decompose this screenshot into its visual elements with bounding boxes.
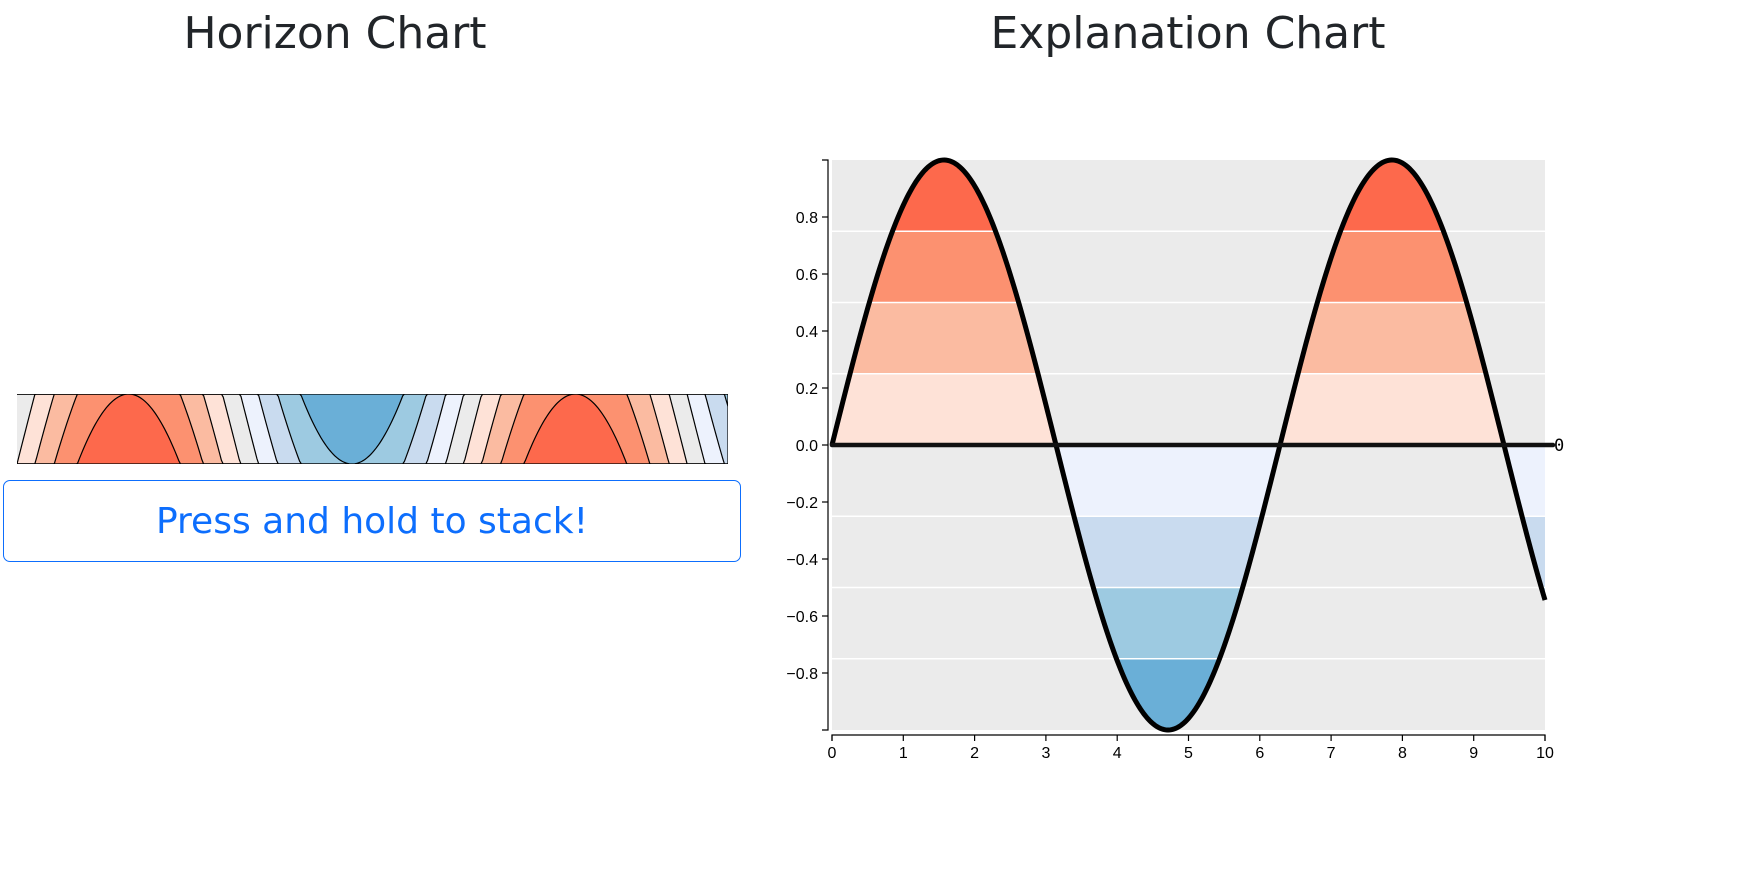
x-tick: 3 <box>1041 735 1050 762</box>
y-tick: −0.6 <box>786 609 828 626</box>
x-tick-label: 8 <box>1398 745 1407 762</box>
y-tick-label: 0.6 <box>796 267 818 284</box>
x-tick: 0 <box>828 735 837 762</box>
x-tick: 2 <box>970 735 979 762</box>
x-tick-label: 1 <box>899 745 908 762</box>
y-tick: 0.4 <box>796 324 828 341</box>
x-tick-label: 5 <box>1184 745 1193 762</box>
horizon-chart <box>17 394 728 464</box>
horizon-chart-title: Horizon Chart <box>183 8 487 59</box>
y-tick-label: 0.8 <box>796 210 818 227</box>
x-tick: 4 <box>1113 735 1122 762</box>
y-tick-label: 0.4 <box>796 324 818 341</box>
x-tick: 8 <box>1398 735 1407 762</box>
y-tick-label: 0.2 <box>796 381 818 398</box>
x-tick: 5 <box>1184 735 1193 762</box>
horizon-band-positive-4 <box>17 394 728 464</box>
y-tick-label: 0.0 <box>796 438 818 455</box>
x-tick: 1 <box>899 735 908 762</box>
y-tick: −0.2 <box>786 495 828 512</box>
x-tick-label: 10 <box>1536 745 1554 762</box>
x-tick-label: 2 <box>970 745 979 762</box>
x-tick-label: 3 <box>1041 745 1050 762</box>
y-tick: 0.0 <box>796 438 828 455</box>
x-tick-label: 9 <box>1469 745 1478 762</box>
y-tick-label: −0.6 <box>786 609 818 626</box>
x-tick: 9 <box>1469 735 1478 762</box>
x-tick-label: 4 <box>1113 745 1122 762</box>
y-tick: −0.8 <box>786 666 828 683</box>
y-tick-label: −0.4 <box>786 552 818 569</box>
x-tick: 10 <box>1536 735 1554 762</box>
explanation-chart-title: Explanation Chart <box>990 8 1386 59</box>
x-tick: 6 <box>1255 735 1264 762</box>
x-tick: 7 <box>1327 735 1336 762</box>
y-tick: 0.2 <box>796 381 828 398</box>
y-tick: 0.8 <box>796 210 828 227</box>
sine-line <box>829 157 1548 733</box>
x-tick-label: 6 <box>1255 745 1264 762</box>
y-tick: 0.6 <box>796 267 828 284</box>
x-tick-label: 7 <box>1327 745 1336 762</box>
explanation-chart: 0 0.8 0.6 0.4 0.2 0.0 −0.2 −0.4 −0.6 −0.8 0 1 2 3 4 5 6… <box>786 157 1564 762</box>
stack-button[interactable]: Press and hold to stack! <box>3 480 741 562</box>
y-tick: −0.4 <box>786 552 828 569</box>
y-tick-label: −0.2 <box>786 495 818 512</box>
baseline-label: 0 <box>1554 436 1564 456</box>
x-tick-label: 0 <box>828 745 837 762</box>
horizon-band-negative-4 <box>17 394 728 464</box>
y-tick-label: −0.8 <box>786 666 818 683</box>
